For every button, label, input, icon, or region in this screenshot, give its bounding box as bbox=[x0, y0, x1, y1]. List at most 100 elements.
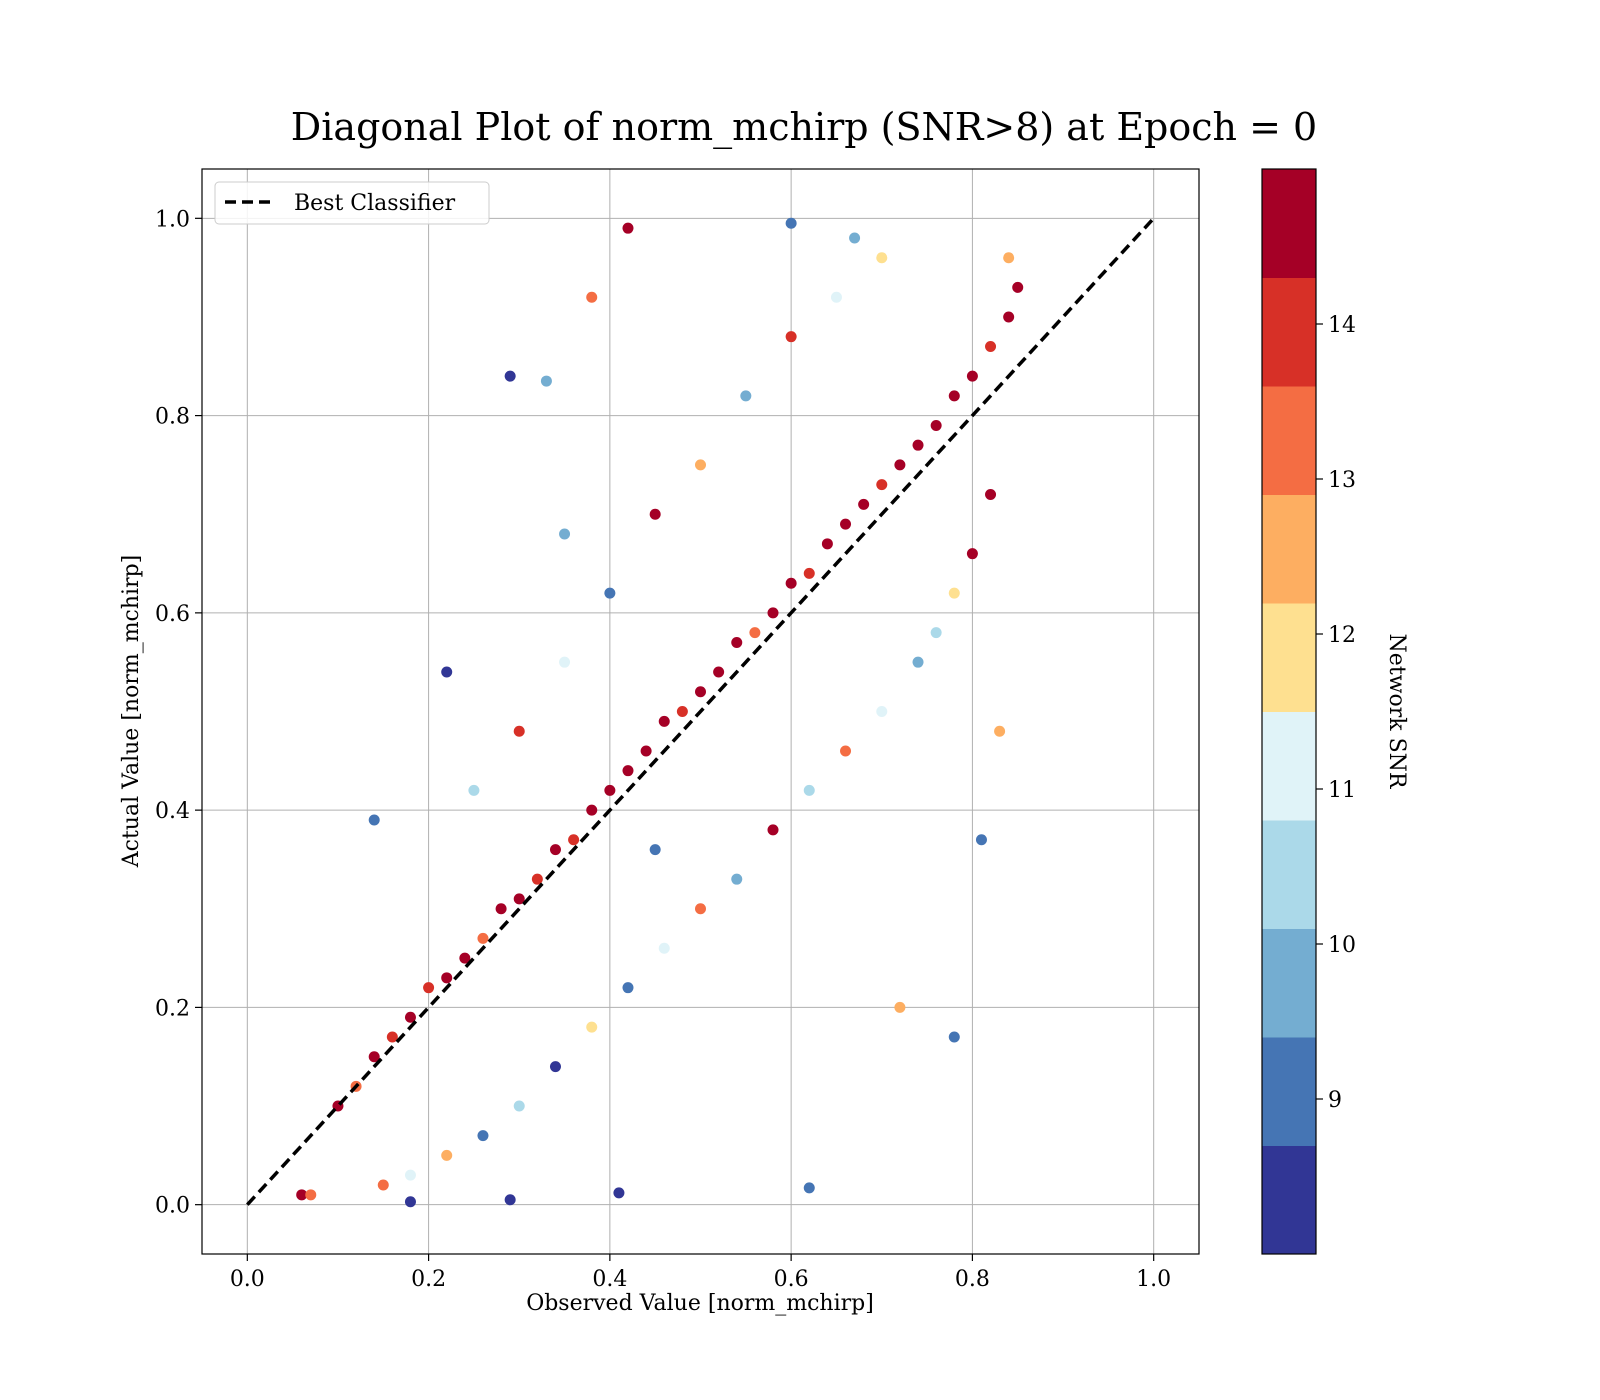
data-point bbox=[613, 1187, 625, 1199]
data-point bbox=[540, 375, 552, 387]
data-point bbox=[586, 804, 598, 816]
legend: Best Classifier bbox=[214, 181, 490, 225]
data-point bbox=[368, 1051, 380, 1063]
colorbar-segment bbox=[1262, 277, 1316, 387]
data-point bbox=[731, 636, 743, 648]
data-point bbox=[504, 370, 516, 382]
x-tick-label: 0.0 bbox=[230, 1267, 265, 1292]
data-point bbox=[894, 1001, 906, 1013]
data-point bbox=[559, 528, 571, 540]
colorbar-tick-label: 13 bbox=[1328, 468, 1356, 493]
data-point bbox=[305, 1189, 317, 1201]
data-point bbox=[1012, 281, 1024, 293]
data-point bbox=[785, 217, 797, 229]
data-point bbox=[649, 844, 661, 856]
data-point bbox=[966, 370, 978, 382]
data-point bbox=[586, 291, 598, 303]
data-point bbox=[404, 1196, 416, 1208]
x-tick-label: 0.4 bbox=[592, 1267, 627, 1292]
data-point bbox=[1003, 252, 1015, 264]
x-tick-label: 0.8 bbox=[955, 1267, 990, 1292]
data-point bbox=[386, 1031, 398, 1043]
data-point bbox=[695, 459, 706, 471]
colorbar-tick-label: 10 bbox=[1328, 933, 1356, 958]
x-axis-ticks: 0.0 0.2 0.4 0.6 0.8 1.0 bbox=[230, 1254, 1171, 1292]
data-point bbox=[840, 745, 852, 757]
data-point bbox=[468, 784, 480, 796]
data-point bbox=[948, 1031, 960, 1043]
data-point bbox=[948, 587, 960, 599]
data-point bbox=[459, 952, 471, 964]
scatter-points bbox=[296, 217, 1024, 1208]
y-tick-label: 1.0 bbox=[155, 207, 190, 232]
data-point bbox=[966, 548, 978, 560]
y-axis-ticks: 0.0 0.2 0.4 0.6 0.8 1.0 bbox=[155, 207, 202, 1219]
data-point bbox=[785, 331, 797, 343]
data-point bbox=[876, 252, 888, 264]
data-point bbox=[713, 666, 725, 678]
y-tick-label: 0.6 bbox=[155, 602, 190, 627]
legend-label: Best Classifier bbox=[294, 191, 456, 216]
data-point bbox=[821, 538, 833, 550]
y-tick-label: 0.2 bbox=[155, 996, 190, 1021]
data-point bbox=[549, 1061, 561, 1073]
data-point bbox=[695, 903, 706, 915]
colorbar-segment bbox=[1262, 928, 1316, 1038]
legend-box bbox=[214, 181, 490, 225]
data-point bbox=[840, 518, 852, 530]
data-point bbox=[876, 706, 888, 717]
data-point bbox=[404, 1169, 416, 1181]
data-point bbox=[785, 577, 797, 589]
data-point bbox=[640, 745, 652, 757]
colorbar-label: Network SNR bbox=[1384, 634, 1409, 790]
data-point bbox=[948, 390, 960, 402]
data-point bbox=[568, 834, 580, 846]
data-point bbox=[1003, 311, 1015, 323]
colorbar-segment bbox=[1262, 169, 1316, 278]
data-point bbox=[423, 982, 435, 994]
data-point bbox=[441, 972, 453, 984]
data-point bbox=[767, 607, 779, 619]
colorbar-segment bbox=[1262, 494, 1316, 604]
data-point bbox=[803, 784, 815, 796]
x-tick-label: 0.6 bbox=[774, 1267, 809, 1292]
colorbar: 9 10 11 12 13 14 bbox=[1261, 168, 1356, 1255]
colorbar-segment bbox=[1262, 711, 1316, 821]
data-point bbox=[876, 479, 888, 491]
data-point bbox=[985, 489, 997, 500]
y-axis-label: Actual Value [norm_mchirp] bbox=[119, 555, 144, 869]
data-point bbox=[994, 725, 1006, 737]
data-point bbox=[549, 844, 561, 856]
data-point bbox=[586, 1021, 598, 1033]
colorbar-segment bbox=[1262, 1145, 1316, 1255]
data-point bbox=[477, 1130, 489, 1142]
data-point bbox=[930, 627, 942, 639]
data-point bbox=[531, 873, 543, 885]
data-point bbox=[803, 1182, 815, 1194]
colorbar-frame bbox=[1261, 168, 1317, 1255]
data-point bbox=[749, 627, 761, 639]
data-point bbox=[767, 824, 779, 836]
reference-line-layer bbox=[246, 217, 1155, 1206]
colorbar-tick-label: 9 bbox=[1328, 1088, 1342, 1113]
x-tick-label: 1.0 bbox=[1136, 1267, 1171, 1292]
x-axis-label: Observed Value [norm_mchirp] bbox=[526, 1291, 874, 1316]
data-point bbox=[740, 390, 752, 402]
data-point bbox=[604, 587, 616, 599]
data-point bbox=[830, 291, 842, 303]
data-point bbox=[858, 498, 870, 510]
data-point bbox=[658, 942, 670, 954]
data-point bbox=[912, 439, 924, 451]
x-tick-label: 0.2 bbox=[411, 1267, 446, 1292]
data-point bbox=[912, 656, 924, 668]
data-point bbox=[849, 232, 861, 244]
data-point bbox=[604, 784, 616, 796]
best-classifier-line bbox=[246, 217, 1155, 1206]
data-point bbox=[803, 567, 815, 579]
data-point bbox=[695, 686, 706, 698]
data-point bbox=[676, 706, 688, 717]
data-point bbox=[377, 1179, 389, 1191]
data-point bbox=[649, 508, 661, 520]
y-tick-label: 0.8 bbox=[155, 405, 190, 430]
